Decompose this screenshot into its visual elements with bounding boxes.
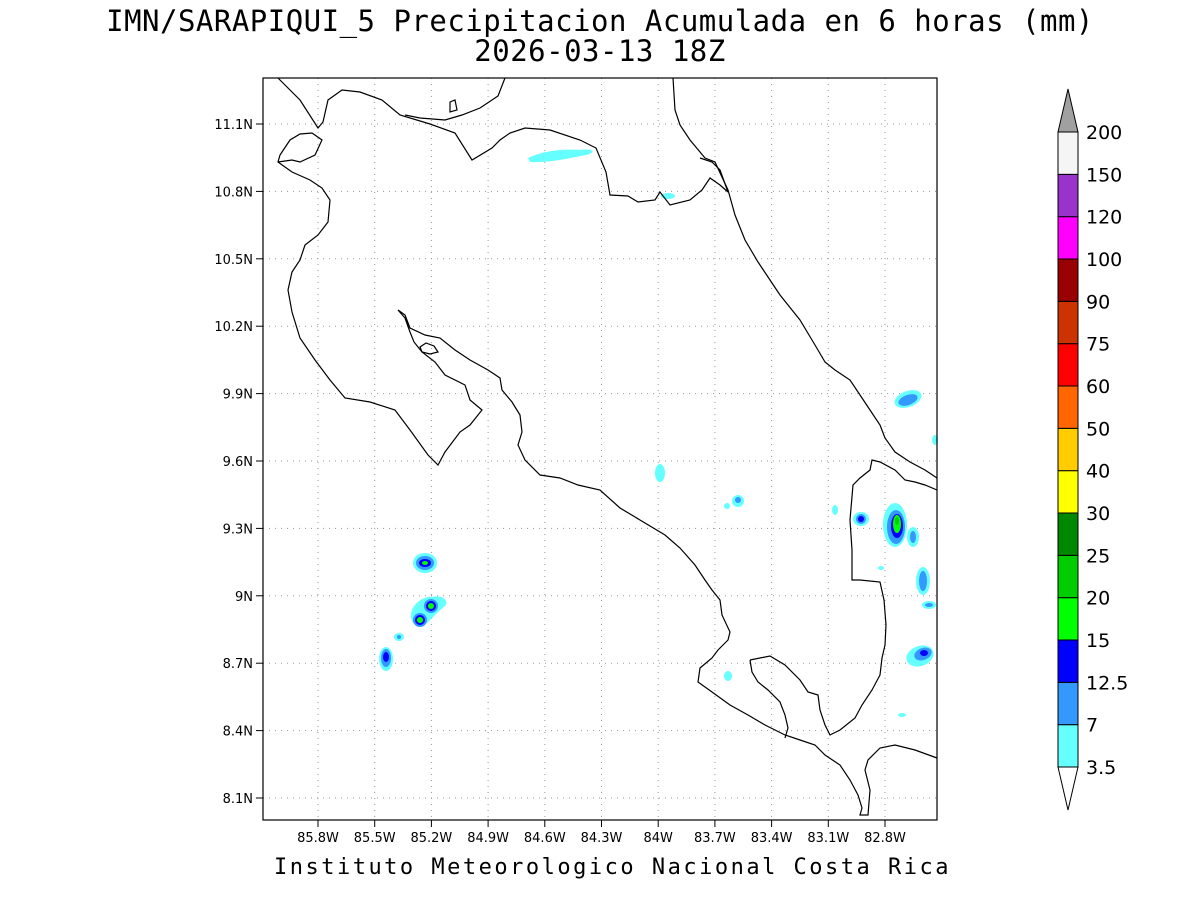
x-tick-label: 83.1W <box>807 831 849 846</box>
x-tick-label: 85.8W <box>297 831 339 846</box>
precip-cell <box>379 647 393 671</box>
solentiname-island <box>449 99 458 113</box>
colorbar-label: 60 <box>1086 376 1110 398</box>
precip-cell <box>397 635 401 639</box>
colorbar-label: 90 <box>1086 291 1110 313</box>
precip-cell <box>724 671 732 681</box>
y-tick-label: 8.1N <box>223 792 253 807</box>
colorbar-swatch <box>1057 554 1079 599</box>
y-tick-label: 9.9N <box>223 388 253 403</box>
x-tick-label: 84W <box>643 831 673 846</box>
x-tick-label: 82.8W <box>864 831 906 846</box>
x-tick-label: 83.7W <box>694 831 736 846</box>
colorbar-swatch <box>1057 343 1079 387</box>
precip-areas <box>379 149 938 717</box>
colorbar-label: 15 <box>1086 630 1110 652</box>
map-background <box>263 78 937 820</box>
precip-cell <box>724 503 730 509</box>
osa-peninsula <box>749 459 938 736</box>
precip-cell <box>410 596 447 627</box>
caribbean-coast <box>672 77 938 479</box>
colorbar-swatch <box>1057 258 1079 302</box>
map-grid <box>263 78 937 820</box>
y-tick-label: 11.1N <box>214 118 253 133</box>
x-axis: 85.8W 85.5W 85.2W 84.9W 84.6W 84.3W 84W 83.7W 83… <box>297 820 906 846</box>
precip-cell <box>735 497 741 503</box>
colorbar: 3.5 7 12.5 15 20 25 30 40 50 60 75 90 100 120 150 200 <box>1057 88 1128 811</box>
x-tick-label: 84.6W <box>524 831 566 846</box>
precip-cell <box>925 603 933 607</box>
precip-cell <box>883 503 907 547</box>
colorbar-swatch <box>1057 639 1079 683</box>
golfo-dulce <box>749 659 789 739</box>
map-title: IMN/SARAPIQUI_5 Precipitacion Acumulada … <box>106 4 1094 38</box>
x-tick-label: 83.4W <box>751 831 793 846</box>
colorbar-swatch <box>1057 597 1079 641</box>
map-frame <box>262 77 938 821</box>
x-tick-label: 84.3W <box>581 831 623 846</box>
colorbar-label: 40 <box>1086 461 1110 483</box>
colorbar-label: 120 <box>1086 207 1122 229</box>
chira-island <box>419 342 439 355</box>
colorbar-swatch <box>1057 681 1079 726</box>
precip-cell <box>878 566 884 570</box>
nicaragua-border <box>277 77 729 206</box>
y-axis: 11.1N 10.8N 10.5N 10.2N 9.9N 9.6N 9.3N 9N 8.7N 8.… <box>214 118 263 807</box>
footer-credit: Instituto Meteorologico Nacional Costa R… <box>273 855 952 880</box>
y-tick-label: 10.5N <box>214 253 253 268</box>
colorbar-label: 12.5 <box>1086 672 1128 694</box>
precip-cell <box>898 713 906 717</box>
map-valid-time: 2026-03-13 18Z <box>474 34 726 68</box>
colorbar-label: 30 <box>1086 503 1110 525</box>
precip-cell <box>655 464 665 482</box>
colorbar-swatch <box>1057 385 1079 429</box>
y-tick-label: 9.6N <box>223 455 253 470</box>
colorbar-label: 7 <box>1086 715 1098 737</box>
colorbar-swatch <box>1057 470 1079 514</box>
precip-cell <box>832 505 838 515</box>
y-tick-label: 8.4N <box>223 725 253 740</box>
x-tick-label: 84.9W <box>467 831 509 846</box>
y-tick-label: 10.8N <box>214 185 253 200</box>
colorbar-swatch <box>1057 512 1079 556</box>
colorbar-label: 25 <box>1086 545 1110 567</box>
y-tick-label: 9N <box>235 590 253 605</box>
colorbar-label: 200 <box>1086 122 1122 144</box>
y-tick-label: 8.7N <box>223 657 253 672</box>
colorbar-label: 50 <box>1086 418 1110 440</box>
colorbar-label: 150 <box>1086 164 1122 186</box>
x-tick-label: 85.5W <box>354 831 396 846</box>
precip-cell <box>907 527 919 547</box>
precip-cell <box>894 390 922 408</box>
y-tick-label: 10.2N <box>214 320 253 335</box>
colorbar-min-triangle <box>1057 766 1079 811</box>
pacific-coast-north <box>277 132 938 816</box>
coastlines <box>277 77 938 816</box>
precip-cell <box>413 553 437 573</box>
x-tick-label: 85.2W <box>410 831 452 846</box>
colorbar-swatch <box>1057 216 1079 260</box>
colorbar-swatch <box>1057 131 1079 175</box>
colorbar-label: 3.5 <box>1086 757 1116 779</box>
colorbar-max-triangle <box>1057 88 1079 133</box>
colorbar-label: 75 <box>1086 334 1110 356</box>
colorbar-label: 20 <box>1086 588 1110 610</box>
nicaragua-north-coast <box>404 77 506 121</box>
colorbar-swatch <box>1057 427 1079 472</box>
y-tick-label: 9.3N <box>223 522 253 537</box>
colorbar-swatch <box>1057 300 1079 345</box>
precip-cell <box>853 512 869 526</box>
colorbar-swatch <box>1057 173 1079 218</box>
colorbar-swatch <box>1057 724 1079 768</box>
colorbar-label: 100 <box>1086 249 1122 271</box>
precip-cell <box>528 149 593 163</box>
precip-cell <box>916 567 930 595</box>
precip-cell <box>906 645 934 667</box>
